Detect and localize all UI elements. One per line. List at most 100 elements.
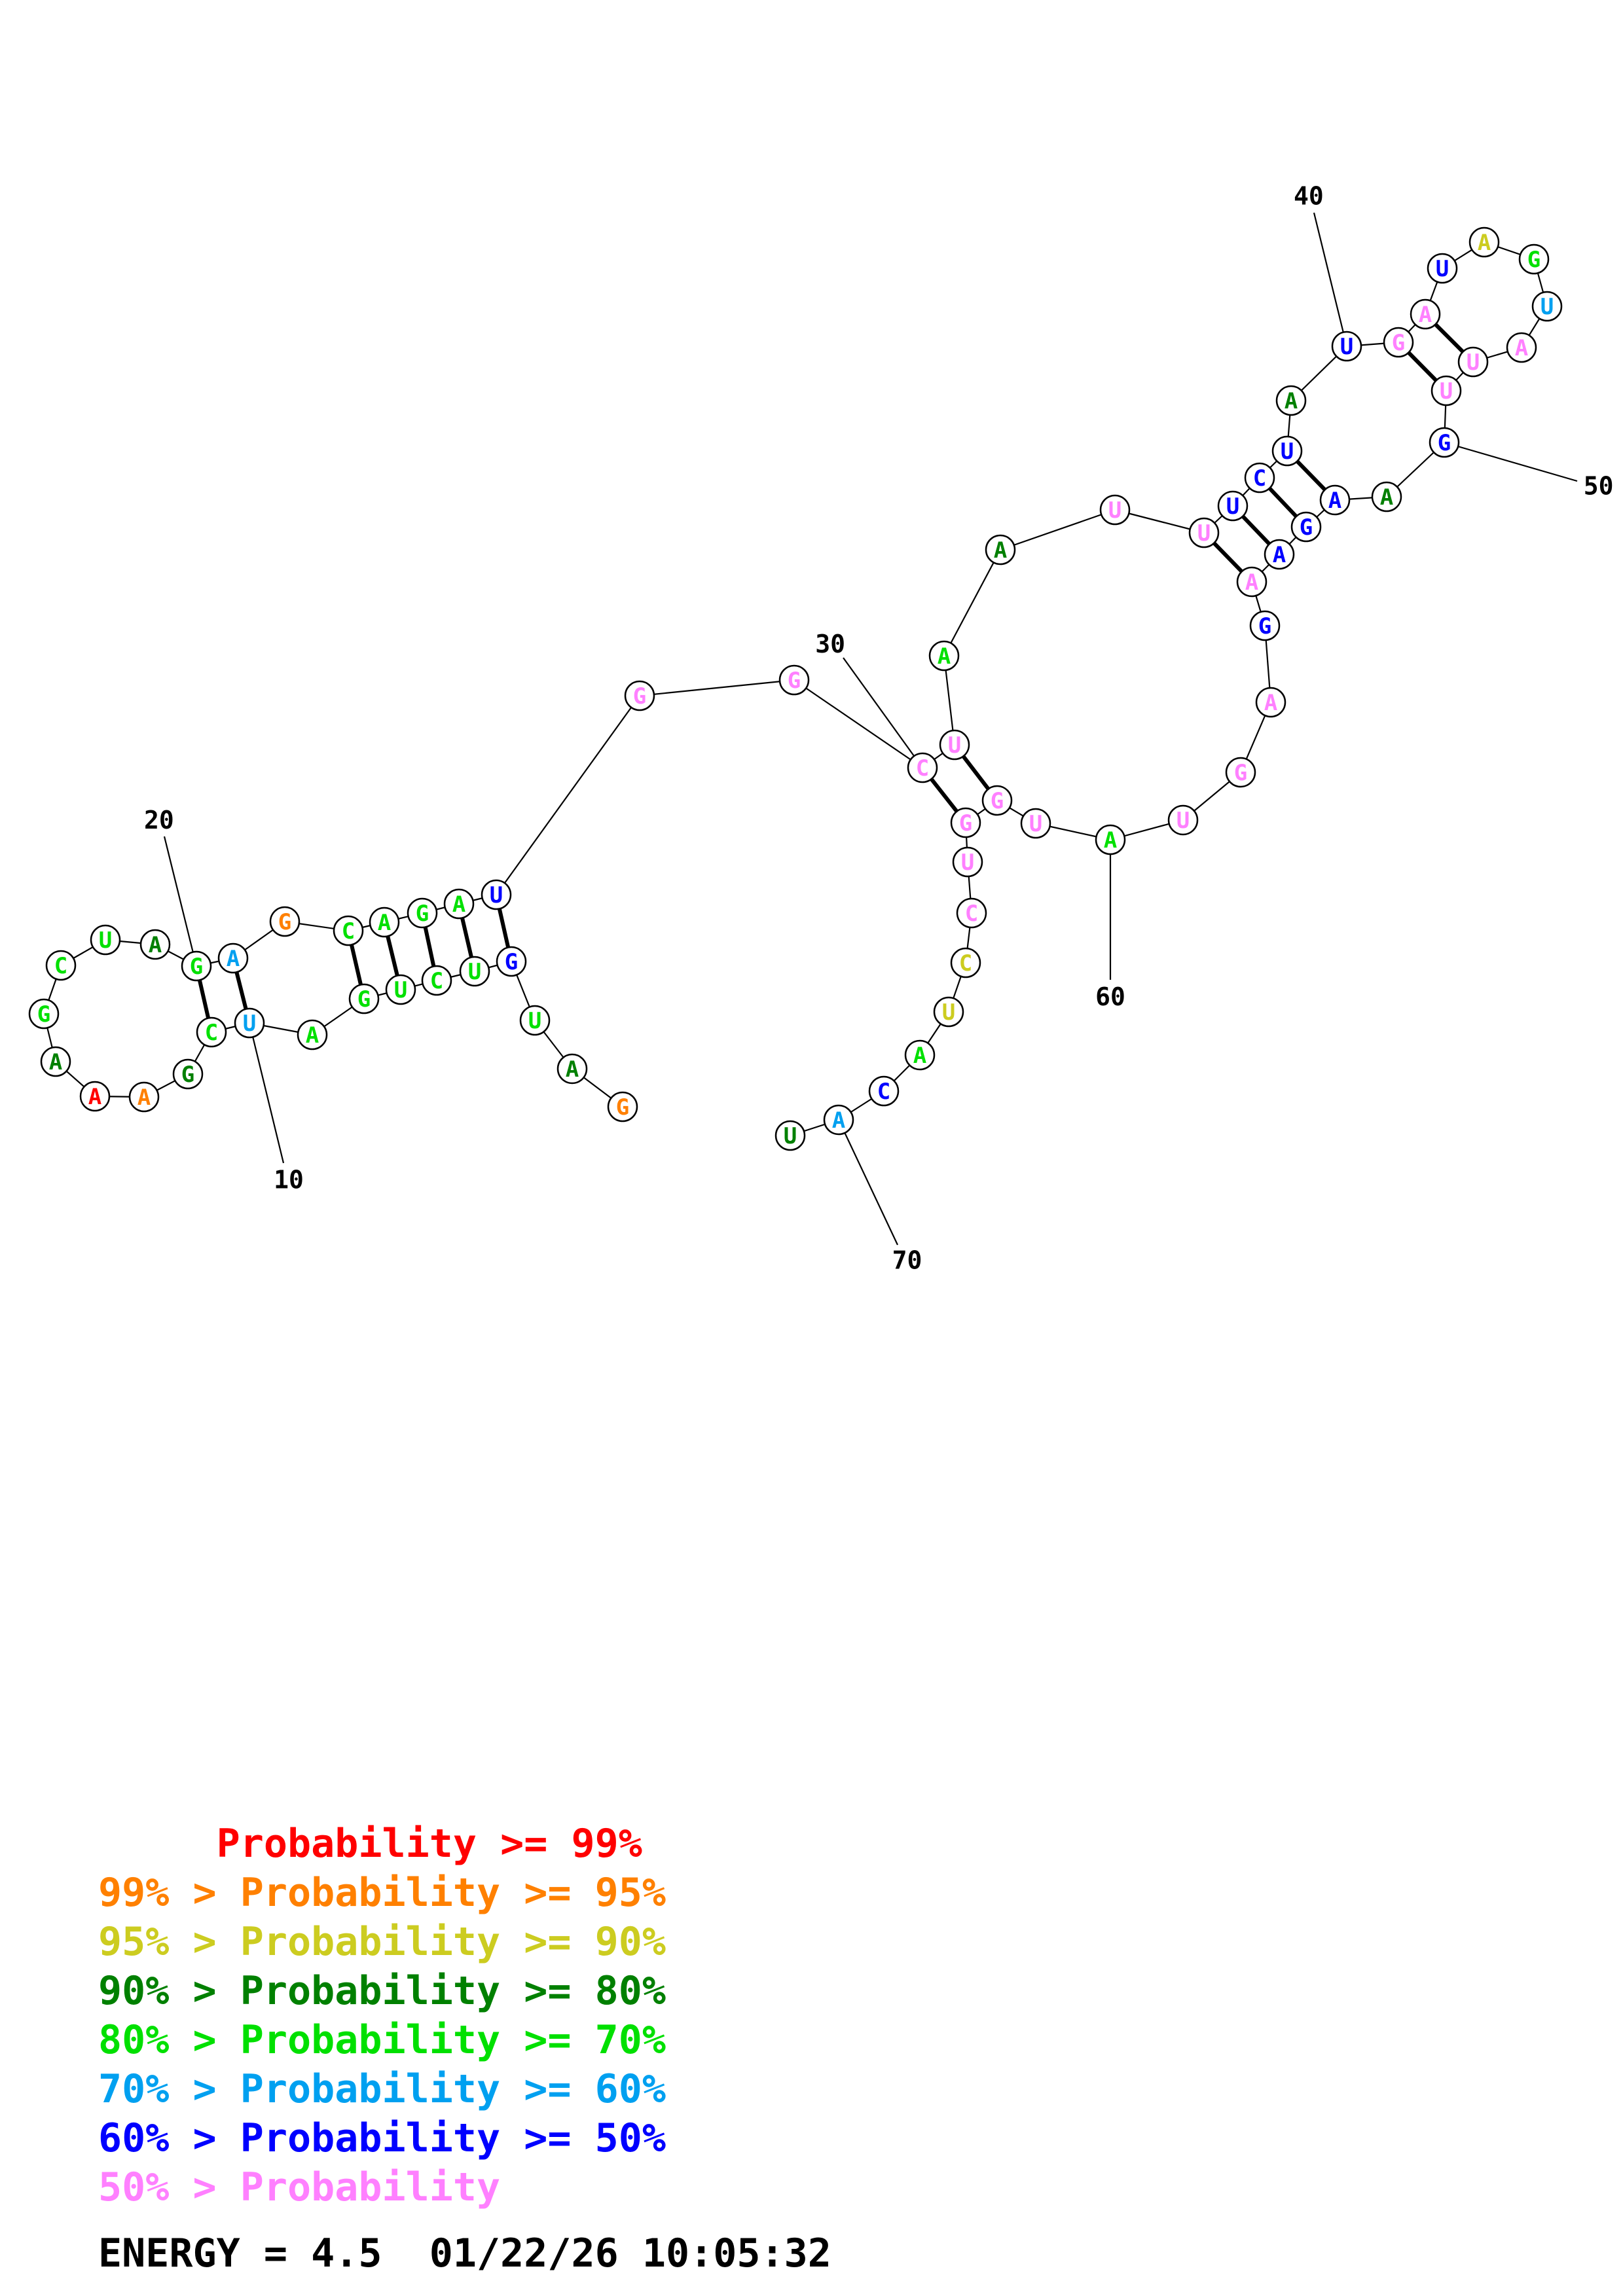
nucleotide-base: A [137,1085,151,1111]
nucleotide: A [928,640,960,672]
nucleotide-circle [1468,226,1500,258]
nucleotide-base: U [1176,808,1190,834]
nucleotide: G [348,983,380,1014]
backbone-segment [1114,509,1205,534]
nucleotide-circle [823,1104,854,1136]
nucleotide: A [985,534,1016,565]
nucleotide-circle [1271,435,1303,467]
legend-text: Probability >= 50% [240,2115,666,2161]
legend-row: 50% > Probability [98,2163,666,2212]
nucleotide-circle [1319,484,1351,516]
nucleotide: U [481,879,512,910]
nucleotide-base: A [1515,335,1528,361]
tick-line [1444,441,1578,482]
nucleotide-base: U [1541,294,1554,320]
nucleotide-base: G [633,683,646,709]
nucleotide: G [950,807,981,838]
nucleotide: C [907,752,938,783]
nucleotide-base: G [1234,760,1247,786]
nucleotide-circle [1457,346,1489,378]
nucleotide-base: A [227,946,240,972]
nucleotide-base: U [528,1008,541,1034]
nucleotide-circle [907,752,938,783]
nucleotide-base: A [1273,542,1286,568]
nucleotide-circle [1217,490,1249,522]
nucleotide: U [1217,490,1249,522]
backbone-segment [639,679,795,697]
nucleotide: A [1264,539,1295,570]
legend-row: 60% > Probability >= 50% [98,2114,666,2163]
tick-line [838,1119,898,1246]
nucleotide-base: A [994,537,1007,564]
nucleotide-circle [1264,539,1295,570]
nucleotide: A [1371,481,1402,512]
nucleotide: G [1429,427,1460,458]
nucleotide-circle [519,1005,551,1036]
nucleotide: U [933,996,964,1028]
nucleotide-circle [624,680,655,711]
nucleotide-base: G [37,1001,50,1028]
nucleotide: U [939,729,970,761]
nucleotide-circle [459,956,490,987]
nucleotide: G [181,950,212,982]
nucleotide-base: U [1197,520,1211,547]
probability-legend: Probability >= 99% 99% > Probability >= 9… [98,1820,666,2212]
nucleotide-circle [1290,511,1322,543]
nucleotide-base: G [190,954,203,980]
nucleotide-base: G [616,1094,629,1121]
backbone-segment [496,695,640,895]
nucleotide-circle [369,906,400,938]
nucleotide-base: G [788,668,801,694]
nucleotide-circle [1431,375,1462,406]
nucleotide-circle [1331,331,1362,362]
nucleotide-circle [1506,332,1537,363]
nucleotide-circle [128,1081,160,1113]
legend-row: Probability >= 99% [98,1820,666,1869]
nucleotide-circle [1429,427,1460,458]
nucleotide-base: G [1258,613,1271,639]
legend-row: 80% > Probability >= 70% [98,2016,666,2065]
nucleotide: A [904,1039,936,1071]
nucleotide-circle [950,947,981,978]
nucleotide-base: A [566,1056,579,1083]
nucleotide: A [40,1046,71,1077]
nucleotide-circle [1249,610,1281,641]
nucleotide-circle [981,785,1013,816]
nucleotide: A [1236,566,1267,598]
nucleotide-circle [868,1075,900,1107]
nucleotide: G [1249,610,1281,641]
nucleotide-base: C [959,950,972,977]
nucleotide-base: G [959,810,972,836]
nucleotide-circle [607,1091,638,1122]
nucleotide: U [1331,331,1362,362]
nucleotide-base: U [1226,493,1239,520]
nucleotide-circle [79,1081,111,1112]
nucleotide-base: G [357,986,371,1013]
nucleotide-circle [297,1019,328,1050]
nucleotide: G [981,785,1013,816]
nucleotide: A [1410,298,1441,330]
nucleotide-base: U [942,999,955,1026]
nucleotide-base: A [88,1084,101,1110]
legend-prefix [98,1821,217,1867]
nucleotide-base: A [306,1022,319,1049]
nucleotide-circle [217,942,249,974]
nucleotide: U [952,846,983,878]
nucleotide-circle [234,1007,265,1039]
nucleotide-base: G [181,1062,194,1088]
nucleotide-circle [481,879,512,910]
nucleotide: C [950,947,981,978]
legend-text: Probability >= 95% [240,1870,666,1916]
nucleotide-circle [45,950,77,981]
nucleotide-base: U [1440,378,1453,404]
nucleotide-circle [421,965,452,996]
nucleotide-base: C [430,968,443,994]
tick-line [1313,212,1348,347]
nucleotide-base: U [948,732,961,759]
nucleotide-circle [181,950,212,982]
nucleotide-base: A [938,643,951,670]
nucleotide: U [459,956,490,987]
legend-row: 70% > Probability >= 60% [98,2065,666,2114]
nucleotide: A [297,1019,328,1050]
